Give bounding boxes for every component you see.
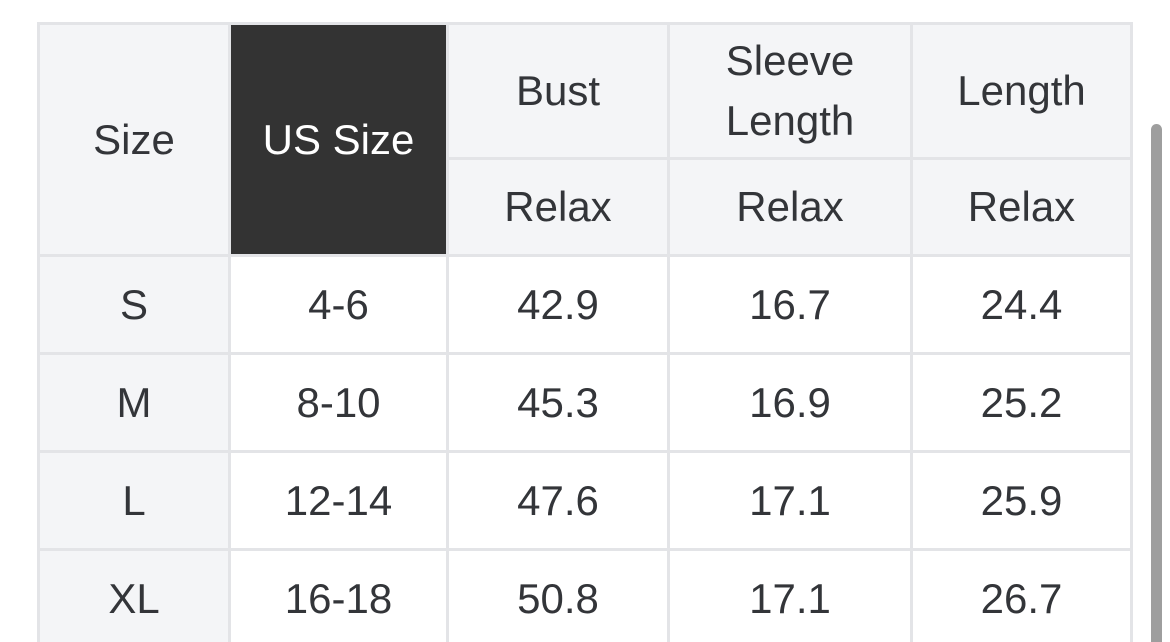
fit-bust-cell: Relax [446,157,670,258]
sleeve-length-value-cell: 17.1 [667,450,913,552]
us-size-value-cell: 8-10 [228,352,449,454]
header-sleeve-length-cell: Sleeve Length [667,21,913,161]
table-row-s: S 4-6 42.9 16.7 24.4 [37,254,1133,356]
header-row-fit: Relax Relax Relax [39,157,1133,258]
header-size-cell: Size [37,21,231,258]
bust-value-cell: 50.8 [446,548,670,642]
fit-sleeve-length-cell: Relax [667,157,913,258]
us-size-value-cell: 12-14 [228,450,449,552]
fit-length-cell: Relax [910,157,1133,258]
sleeve-length-value-cell: 17.1 [667,548,913,642]
sleeve-length-value-cell: 16.9 [667,352,913,454]
length-value-cell: 25.9 [910,450,1133,552]
us-size-value-cell: 16-18 [228,548,449,642]
length-value-cell: 24.4 [910,254,1133,356]
us-size-value-cell: 4-6 [228,254,449,356]
header-us-size-cell: US Size [228,21,449,258]
table-row-m: M 8-10 45.3 16.9 25.2 [37,352,1133,454]
row-label-cell: S [37,254,231,356]
size-chart-table: Size US Size Bust Sleeve Length Length R… [37,21,1133,642]
row-label-cell: XL [37,548,231,642]
length-value-cell: 26.7 [910,548,1133,642]
header-length-cell: Length [910,21,1133,161]
row-label-cell: M [37,352,231,454]
table-row-xl: XL 16-18 50.8 17.1 26.7 [37,548,1133,642]
bust-value-cell: 42.9 [446,254,670,356]
row-label-cell: L [37,450,231,552]
sleeve-length-value-cell: 16.7 [667,254,913,356]
header-row-main: Size US Size Bust Sleeve Length Length [37,21,1133,258]
bust-value-cell: 45.3 [446,352,670,454]
table-row-l: L 12-14 47.6 17.1 25.9 [37,450,1133,552]
vertical-scrollbar-thumb[interactable] [1151,124,1162,642]
length-value-cell: 25.2 [910,352,1133,454]
header-bust-cell: Bust [446,21,670,161]
bust-value-cell: 47.6 [446,450,670,552]
